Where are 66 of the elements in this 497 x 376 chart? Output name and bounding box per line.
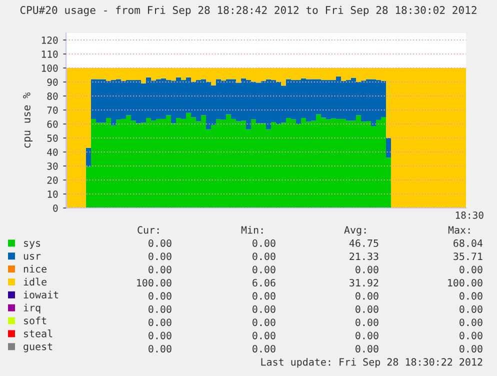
text: 0.00 xyxy=(148,266,172,274)
text: 0.00 xyxy=(148,318,172,326)
text: 0.00 xyxy=(356,318,378,326)
y-tick-label: 0 xyxy=(53,204,58,212)
y-axis-title: cpu use % xyxy=(23,92,32,148)
text: 0.00 xyxy=(356,344,378,353)
text: 0.00 xyxy=(148,292,172,300)
text: 31.92 xyxy=(350,278,378,287)
text: 46.75 xyxy=(349,239,378,247)
y-tick-label: 70 xyxy=(47,106,58,114)
text: Max: xyxy=(448,226,470,234)
text: 21.33 xyxy=(350,252,378,260)
legend-label: soft xyxy=(24,316,46,324)
text: 0.00 xyxy=(252,318,276,326)
y-tick-label: 10 xyxy=(48,190,58,198)
text: 6.06 xyxy=(252,278,276,287)
legend-label: sys xyxy=(24,241,40,249)
text: 0.00 xyxy=(148,305,172,313)
text: 0.00 xyxy=(148,332,172,340)
text: Avg: xyxy=(344,226,366,236)
text: 18:30 xyxy=(456,211,484,219)
legend-label: steal xyxy=(24,330,52,338)
text: 0.00 xyxy=(148,344,172,353)
text: 100.00 xyxy=(448,278,482,287)
text: 0.00 xyxy=(252,292,276,300)
text: 0.00 xyxy=(356,292,378,300)
text: 100.00 xyxy=(137,278,172,287)
text: 0.00 xyxy=(252,332,276,340)
text: 0.00 xyxy=(356,266,378,274)
text: 0.00 xyxy=(252,239,276,247)
text: 0.00 xyxy=(460,344,482,353)
text: 0.00 xyxy=(460,266,482,274)
y-tick-label: 60 xyxy=(47,120,58,128)
legend-label: guest xyxy=(24,343,52,352)
text: 68.04 xyxy=(454,239,483,247)
legend-label: irq xyxy=(24,304,40,314)
legend-label: iowait xyxy=(24,290,58,299)
text: Last update: Fri Sep 28 18:30:22 2012 xyxy=(261,358,482,368)
text: 0.00 xyxy=(148,239,172,247)
legend-label: nice xyxy=(24,264,46,273)
text: 0.00 xyxy=(356,305,378,313)
text: 0.00 xyxy=(148,252,172,260)
legend-label: idle xyxy=(24,278,46,286)
text: 0.00 xyxy=(252,266,276,274)
y-tick-label: 110 xyxy=(42,50,58,58)
text: Min: xyxy=(241,226,263,234)
text: 0.00 xyxy=(460,318,482,326)
y-tick-label: 80 xyxy=(47,92,58,100)
y-tick-label: 30 xyxy=(47,162,58,170)
y-tick-label: 20 xyxy=(47,176,58,184)
text: 0.00 xyxy=(252,344,276,353)
y-tick-label: 100 xyxy=(42,64,58,72)
y-tick-label: 50 xyxy=(47,134,58,142)
text: 0.00 xyxy=(252,305,276,313)
text: 0.00 xyxy=(460,292,482,300)
legend-label: usr xyxy=(24,254,41,260)
y-tick-label: 120 xyxy=(42,36,58,44)
y-tick-label: 40 xyxy=(47,148,58,156)
y-tick-label: 90 xyxy=(47,78,58,86)
text: 0.00 xyxy=(252,252,276,260)
chart-title: CPU#20 usage - from Fri Sep 28 18:28:42 2012 to Fri Sep 28 18:30:02 2012 xyxy=(20,6,476,16)
text: 35.71 xyxy=(454,252,482,260)
text: 0.00 xyxy=(460,305,482,313)
text: Cur: xyxy=(138,226,159,234)
text: 0.00 xyxy=(356,332,378,340)
text: 0.00 xyxy=(460,332,482,340)
